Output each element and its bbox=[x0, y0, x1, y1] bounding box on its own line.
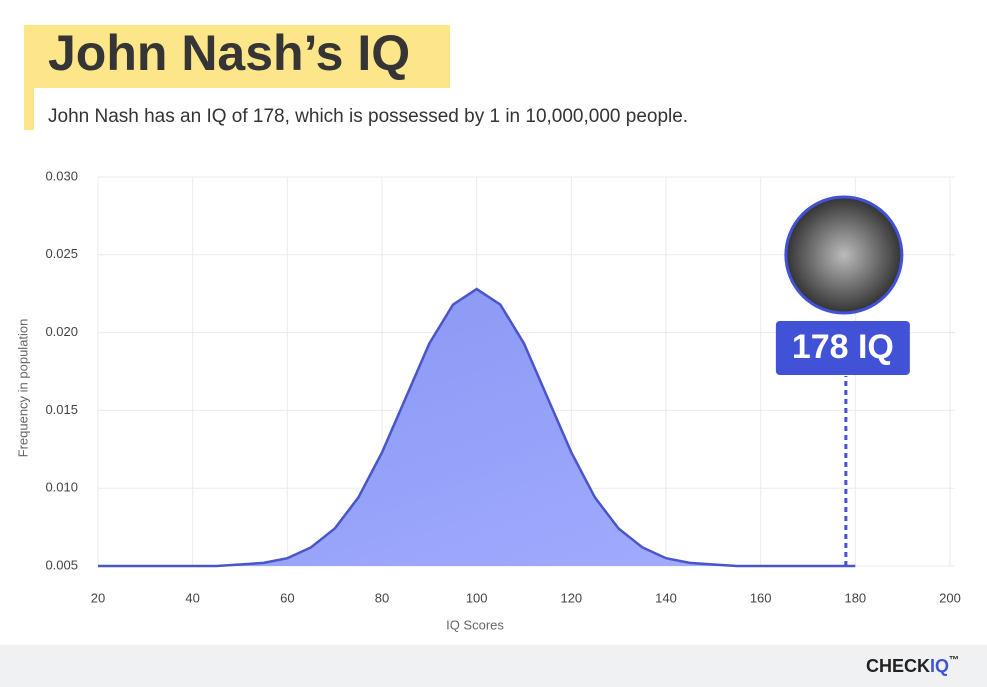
y-tick-label: 0.015 bbox=[45, 402, 78, 417]
x-tick-label: 200 bbox=[939, 590, 961, 605]
portrait bbox=[784, 195, 904, 315]
y-tick-label: 0.025 bbox=[45, 246, 78, 261]
y-tick-label: 0.030 bbox=[45, 168, 78, 183]
marker-label: 178 IQ bbox=[792, 328, 894, 366]
marker-box bbox=[775, 321, 910, 375]
line bbox=[98, 287, 856, 568]
y-tick-label: 0.010 bbox=[45, 480, 78, 495]
y-tick-label: 0.020 bbox=[45, 324, 78, 339]
x-tick-label: 140 bbox=[655, 590, 677, 605]
brand: CHECKIQ™ bbox=[866, 655, 959, 676]
area bbox=[98, 289, 856, 566]
x-tick-label: 20 bbox=[91, 590, 105, 605]
brand-mark: ™ bbox=[949, 655, 959, 666]
subtitle-bar bbox=[24, 88, 34, 130]
x-tick-label: 120 bbox=[560, 590, 582, 605]
footer bbox=[0, 645, 987, 687]
x-tick-label: 100 bbox=[466, 590, 488, 605]
y-tick-label: 0.005 bbox=[45, 557, 78, 572]
title-band bbox=[24, 25, 450, 88]
x-tick-label: 160 bbox=[750, 590, 772, 605]
chart-title: John Nash’s IQ bbox=[48, 25, 410, 81]
chart-subtitle: John Nash has an IQ of 178, which is pos… bbox=[48, 106, 688, 127]
x-axis-label: IQ Scores bbox=[446, 617, 504, 632]
y-axis-label: Frequency in population bbox=[15, 319, 30, 458]
x-tick-label: 80 bbox=[375, 590, 389, 605]
brand-part: CHECK bbox=[866, 656, 930, 676]
x-tick-label: 60 bbox=[280, 590, 294, 605]
x-tick-label: 180 bbox=[844, 590, 866, 605]
brand-part: IQ bbox=[930, 656, 949, 676]
x-tick-label: 40 bbox=[185, 590, 199, 605]
